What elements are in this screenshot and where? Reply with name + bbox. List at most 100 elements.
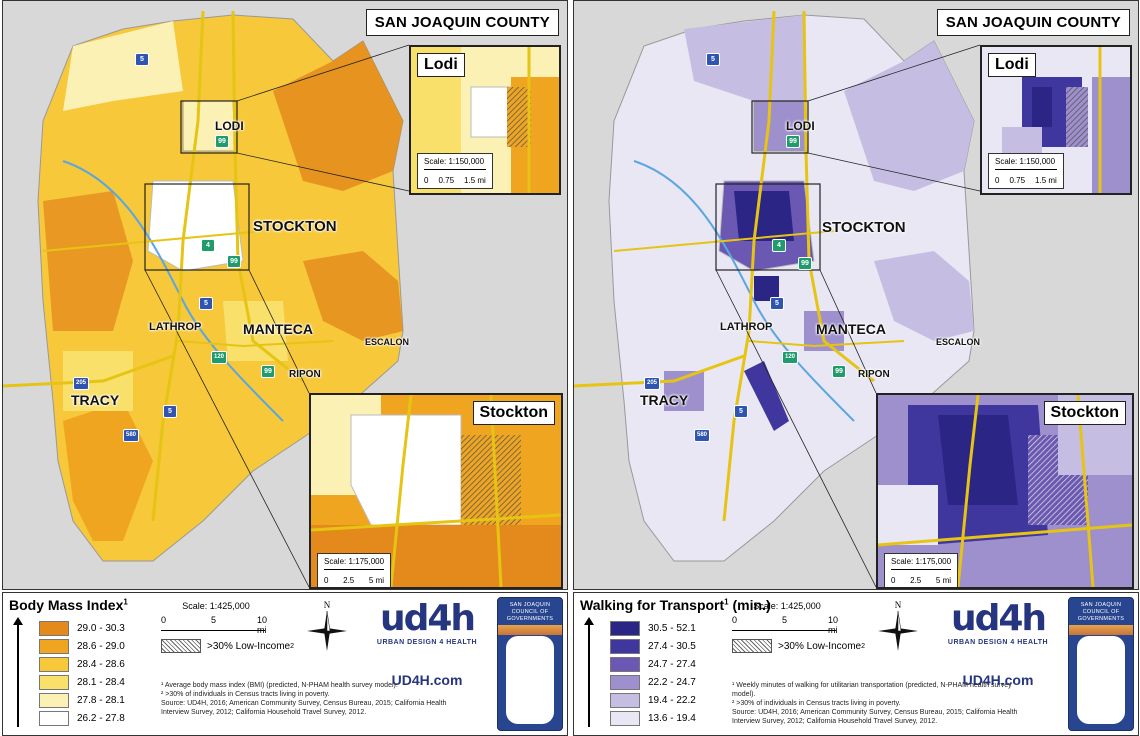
stockton-scale-tick: 5 mi [368,576,385,585]
swatch [39,656,69,672]
walking-map-panel: SAN JOAQUIN COUNTY Lodi Scale: 1:150,000… [573,0,1139,736]
arrow-up-icon [584,617,594,727]
city-label-lathrop: LATHROP [149,321,202,333]
hatch-swatch [732,639,772,653]
lodi-leader-1 [807,44,981,102]
lodi-scale: Scale: 1:150,000 0 0.75 1.5 mi [988,153,1064,189]
interstate-5-icon: 5 [163,405,177,418]
legend-item: 27.8 - 28.1 [39,691,125,709]
stockton-scale-label: Scale: 1:175,000 [891,557,952,566]
lodi-scale-tick: 1.5 mi [464,176,486,185]
highway-i205 [574,354,745,388]
lodi-scale-tick: 0.75 [438,176,455,185]
swatch [39,710,69,726]
tract-west [43,191,133,331]
legend-item: 29.0 - 30.3 [39,619,125,637]
stockton-inset-title: Stockton [1043,401,1126,425]
low-income-key: >30% Low-Income 2 [161,639,294,653]
lodi-inset-title: Lodi [988,53,1036,77]
scale-tick: 10 mi [257,615,268,635]
stockton-inset: Stockton Scale: 1:175,000 0 2.5 5 mi [876,393,1134,589]
route-99-icon: 99 [798,257,812,270]
bmi-map-panel: SAN JOAQUIN COUNTY Lodi Scale: 1:150,000… [2,0,568,736]
route-99-icon: 99 [215,135,229,148]
city-label-escalon: ESCALON [365,337,410,347]
city-label-ripon: RIPON [289,369,321,380]
stockton-locator [144,183,250,271]
legend-item: 13.6 - 19.4 [610,709,696,727]
sjcog-logo: SAN JOAQUIN COUNCIL OF GOVERNMENTS [497,597,563,731]
legend-item: 28.1 - 28.4 [39,673,125,691]
stockton-leader-2 [715,269,877,588]
legend-item: 28.6 - 29.0 [39,637,125,655]
lodi-scale-label: Scale: 1:150,000 [995,157,1056,166]
arrow-up-icon [13,617,23,727]
stockton-leader-1 [819,269,877,394]
lodi-scale-tick: 0 [995,176,1000,185]
route-99-icon: 99 [261,365,275,378]
walking-map: SAN JOAQUIN COUNTY Lodi Scale: 1:150,000… [573,0,1139,590]
city-label-stockton: STOCKTON [822,219,906,236]
scale-tick: 5 [211,615,217,625]
tract-central-dark [734,191,794,241]
city-label-manteca: MANTECA [243,321,313,337]
north-arrow-icon: N [878,600,918,651]
county-title: SAN JOAQUIN COUNTY [365,9,559,36]
svg-text:N: N [895,600,902,610]
tract-southeast [303,251,403,341]
scale-label: Scale: 1:425,000 [753,601,821,611]
legend-notes: ¹ Weekly minutes of walking for utilitar… [732,682,1018,725]
sjcog-logo: SAN JOAQUIN COUNCIL OF GOVERNMENTS [1068,597,1134,731]
highway-sr4 [613,230,835,252]
swatch [39,638,69,654]
swatch [610,656,640,672]
highway-sr4 [42,230,264,252]
route-99-icon: 99 [832,365,846,378]
swatch [39,620,69,636]
lodi-scale: Scale: 1:150,000 0 0.75 1.5 mi [417,153,493,189]
route-4-icon: 4 [201,239,215,252]
swatch [610,638,640,654]
lodi-inset: Lodi Scale: 1:150,000 0 0.75 1.5 mi [409,45,561,195]
city-label-ripon: RIPON [858,369,890,380]
legend-item: 24.7 - 27.4 [610,655,696,673]
highway-sr120 [748,340,905,348]
route-120-icon: 120 [211,351,227,364]
lodi-leader-2 [807,152,981,192]
stockton-inset-title: Stockton [472,401,555,425]
legend-item: 27.4 - 30.5 [610,637,696,655]
legend-item: 28.4 - 28.6 [39,655,125,673]
stockton-scale-tick: 2.5 [910,576,922,585]
highway-sr120 [177,340,334,348]
legend-item: 26.2 - 27.8 [39,709,125,727]
legend-notes: ¹ Average body mass index (BMI) (predict… [161,682,447,716]
legend-title: Walking for Transport1 (min.) [580,597,771,613]
swatch [610,710,640,726]
city-label-manteca: MANTECA [816,321,886,337]
legend-item: 22.2 - 24.7 [610,673,696,691]
bmi-legend: Body Mass Index1 29.0 - 30.3 28.6 - 29.0… [2,592,568,736]
stockton-scale-tick: 0 [891,576,896,585]
bmi-map: SAN JOAQUIN COUNTY Lodi Scale: 1:150,000… [2,0,568,590]
legend-classes: 30.5 - 52.1 27.4 - 30.5 24.7 - 27.4 22.2… [610,619,696,727]
tract-south-dark [744,361,789,431]
scale-tick: 0 [732,615,738,625]
swatch [610,692,640,708]
stockton-scale-tick: 0 [324,576,329,585]
scale-tick: 10 mi [828,615,839,635]
legend-item: 30.5 - 52.1 [610,619,696,637]
hatch-swatch [161,639,201,653]
scale-tick: 0 [161,615,167,625]
tract-north [684,15,806,101]
legend-item: 19.4 - 22.2 [610,691,696,709]
highway-i5 [151,10,205,522]
main-scale-bar: Scale: 1:425,000 0 5 10 mi [732,601,842,635]
highway-i205 [3,354,174,388]
lodi-scale-tick: 0 [424,176,429,185]
bmi-county-map [3,10,410,588]
route-99-icon: 99 [786,135,800,148]
city-label-tracy: TRACY [640,392,689,408]
interstate-5-icon: 5 [199,297,213,310]
lodi-inset-title: Lodi [417,53,465,77]
city-label-lodi: LODI [215,119,244,133]
